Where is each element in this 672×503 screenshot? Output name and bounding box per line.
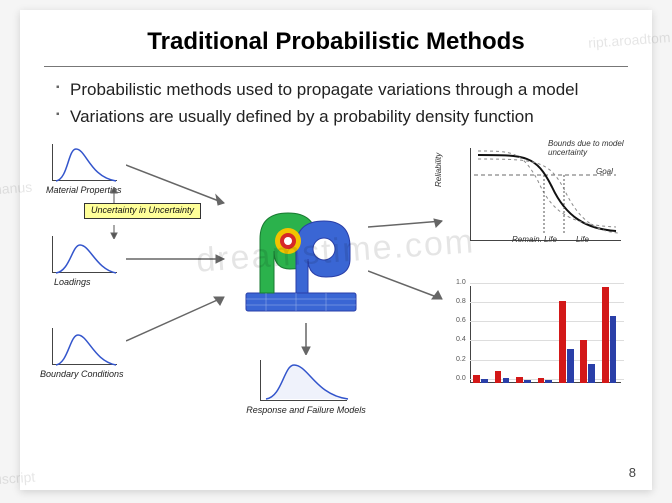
boundary-label: Boundary Conditions: [40, 369, 124, 379]
page-number: 8: [629, 465, 636, 480]
arrow-model-to-reliability: [368, 217, 452, 237]
sensitivity-bar-chart: 0.0 0.2 0.4 0.6 0.8 1.0: [456, 279, 626, 389]
bar-red: [495, 371, 502, 383]
reliability-plot: Reliability Life Goal Bounds due to mode…: [456, 137, 626, 247]
bar-chart-ytick: 0.2: [456, 356, 466, 363]
bar-chart-ytick: 1.0: [456, 279, 466, 286]
bar-chart-ytick: 0.6: [456, 317, 466, 324]
response-label: Response and Failure Models: [236, 405, 376, 415]
reliability-goal: Goal: [596, 167, 613, 176]
bar-chart-ytick: 0.8: [456, 298, 466, 305]
uncertainty-arrow-up: [108, 187, 120, 205]
bar-red: [580, 340, 587, 383]
reliability-remain: Remain. Life: [512, 235, 557, 244]
arrow-boundary-to-model: [126, 287, 236, 347]
bar-blue: [481, 379, 488, 383]
bullet-item: Probabilistic methods used to propagate …: [56, 79, 622, 102]
arrow-model-to-response: [298, 323, 314, 357]
reliability-ylabel: Reliability: [434, 153, 443, 187]
bar-chart-ytick: 0.0: [456, 375, 466, 382]
bar-red: [516, 377, 523, 383]
response-pdf-plot: Response and Failure Models: [254, 355, 352, 407]
watermark-corner: nanus: [0, 179, 33, 198]
loadings-label: Loadings: [54, 277, 91, 287]
bar-red: [538, 378, 545, 383]
diagram-area: Material Properties Loadings Boundary Co…: [40, 137, 632, 417]
slide-title: Traditional Probabilistic Methods: [20, 10, 652, 62]
pdf-curve: [56, 335, 116, 365]
arrow-loadings-to-model: [126, 249, 236, 269]
bar-red: [559, 301, 566, 383]
pdf-curve: [56, 245, 116, 273]
slide: Traditional Probabilistic Methods Probab…: [20, 10, 652, 490]
reliability-bounds: Bounds due to model uncertainty: [548, 139, 628, 157]
bar-blue: [610, 316, 617, 383]
arrow-model-to-barchart: [368, 267, 452, 307]
bar-blue: [567, 349, 574, 383]
title-rule: [44, 66, 628, 67]
arrow-material-to-model: [126, 155, 236, 215]
bullet-item: Variations are usually defined by a prob…: [56, 106, 622, 129]
fea-model: [236, 193, 366, 323]
bar-red: [602, 287, 609, 383]
bar-red: [473, 375, 480, 383]
reliability-xlabel: Life: [576, 235, 589, 244]
uncertainty-arrow-down: [108, 225, 120, 239]
bar-blue: [588, 364, 595, 383]
watermark-corner: uscript: [0, 469, 36, 488]
bar-blue: [545, 380, 552, 383]
loadings-pdf-plot: Loadings: [46, 233, 122, 279]
boundary-pdf-plot: Boundary Conditions: [46, 325, 122, 371]
bar-blue: [503, 378, 510, 383]
pdf-curve: [56, 149, 116, 181]
bar-blue: [524, 380, 531, 383]
bullet-list: Probabilistic methods used to propagate …: [20, 75, 652, 129]
material-pdf-plot: Material Properties: [46, 141, 122, 187]
bar-chart-ytick: 0.4: [456, 336, 466, 343]
